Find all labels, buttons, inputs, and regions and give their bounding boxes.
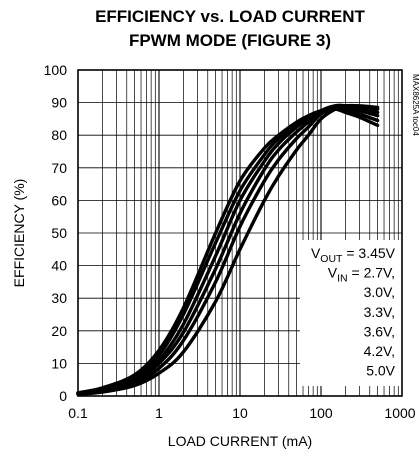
figure-id-label: MAX8625A toc04 [411, 74, 419, 136]
x-tick-label: 1000 [384, 405, 415, 421]
y-tick-label: 70 [51, 160, 67, 176]
legend-line: 3.6V, [364, 323, 395, 339]
y-tick-label: 80 [51, 127, 67, 143]
x-tick-label: 0.1 [68, 405, 88, 421]
series-line-6 [76, 103, 380, 397]
legend-line: VIN = 2.7V, [328, 265, 395, 285]
legend-line: 3.0V, [364, 284, 395, 300]
y-tick-label: 90 [51, 95, 67, 111]
x-tick-label: 100 [309, 405, 333, 421]
plot-frame [77, 69, 403, 397]
x-tick-label: 10 [232, 405, 248, 421]
legend-line: 4.2V, [364, 343, 395, 359]
chart-subtitle: FPWM MODE (FIGURE 3) [129, 31, 331, 50]
y-tick-label: 50 [51, 225, 67, 241]
tick-labels: 0.1 1 10 100 1000 0 10 20 30 40 50 60 70 80 90 100 [44, 62, 416, 421]
y-tick-label: 0 [59, 388, 67, 404]
series-line-1 [76, 107, 380, 395]
chart-title: EFFICIENCY vs. LOAD CURRENT [95, 7, 365, 26]
y-tick-label: 20 [51, 323, 67, 339]
legend-line: VOUT = 3.45V [311, 245, 396, 265]
y-tick-label: 60 [51, 192, 67, 208]
series-lines [76, 103, 380, 397]
y-tick-label: 10 [51, 355, 67, 371]
legend-background [300, 240, 402, 386]
legend-line: 5.0V [366, 363, 395, 379]
y-tick-label: 30 [51, 290, 67, 306]
y-axis-title: EFFICIENCY (%) [11, 179, 27, 288]
legend-line: 3.3V, [364, 304, 395, 320]
x-axis-title: LOAD CURRENT (mA) [168, 433, 312, 449]
y-tick-label: 100 [44, 62, 68, 78]
x-tick-label: 1 [155, 405, 163, 421]
y-tick-label: 40 [51, 258, 67, 274]
